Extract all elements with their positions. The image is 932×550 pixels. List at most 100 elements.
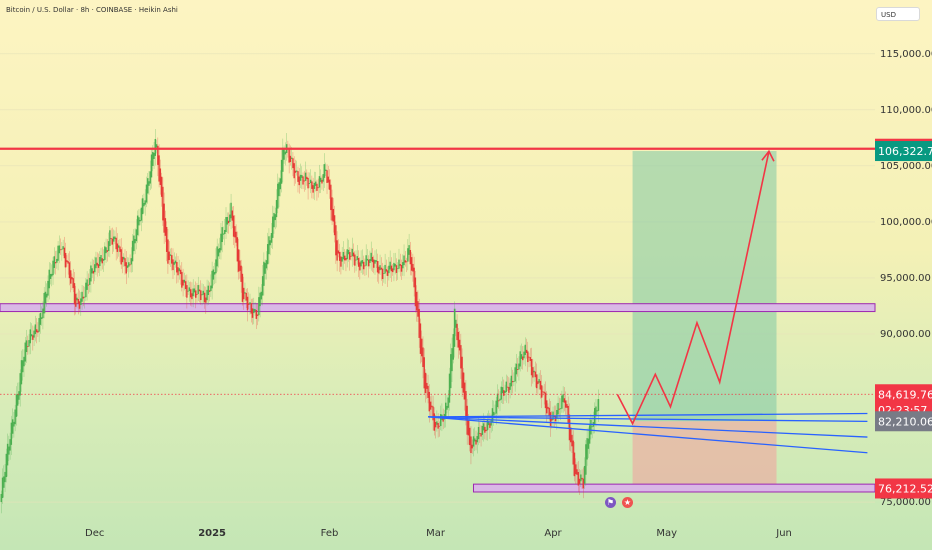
us-flag-icon[interactable]: ★ — [622, 497, 633, 508]
candle[interactable] — [164, 218, 167, 236]
candle[interactable] — [364, 265, 366, 267]
candle[interactable] — [15, 394, 18, 417]
candle[interactable] — [361, 260, 364, 264]
candle[interactable] — [403, 255, 405, 266]
candle[interactable] — [350, 255, 352, 257]
flag-icon[interactable]: ⚑ — [605, 497, 616, 508]
candle[interactable] — [248, 303, 250, 305]
candle[interactable] — [367, 259, 370, 267]
candle[interactable] — [472, 436, 475, 447]
candle[interactable] — [400, 264, 403, 272]
candle[interactable] — [532, 367, 534, 378]
candle[interactable] — [195, 290, 197, 298]
candle[interactable] — [508, 386, 510, 393]
candle[interactable] — [386, 270, 389, 276]
candle[interactable] — [480, 433, 482, 437]
candle[interactable] — [549, 412, 552, 426]
candle[interactable] — [585, 444, 587, 475]
candle[interactable] — [302, 176, 304, 185]
candle[interactable] — [11, 419, 14, 434]
candle[interactable] — [494, 413, 496, 415]
candle[interactable] — [482, 423, 485, 431]
candle[interactable] — [586, 438, 588, 460]
candle[interactable] — [597, 399, 600, 411]
candle[interactable] — [332, 208, 335, 222]
candle[interactable] — [123, 256, 125, 260]
candle[interactable] — [370, 252, 372, 262]
candle[interactable] — [71, 276, 73, 280]
candle[interactable] — [117, 245, 120, 248]
candle[interactable] — [208, 290, 211, 292]
candle[interactable] — [56, 258, 58, 263]
candle[interactable] — [181, 271, 183, 288]
candle[interactable] — [376, 261, 379, 273]
candle[interactable] — [212, 269, 215, 280]
candle[interactable] — [575, 464, 577, 475]
candle[interactable] — [379, 265, 381, 271]
candle[interactable] — [200, 290, 202, 301]
candle[interactable] — [278, 182, 280, 197]
candle[interactable] — [590, 419, 592, 435]
candle[interactable] — [217, 248, 220, 257]
candle[interactable] — [44, 291, 47, 304]
candle[interactable] — [429, 401, 432, 410]
candle[interactable] — [174, 260, 177, 264]
candle[interactable] — [148, 181, 150, 186]
candle[interactable] — [343, 255, 346, 261]
candle[interactable] — [577, 472, 579, 486]
candle[interactable] — [53, 256, 55, 268]
candle[interactable] — [176, 262, 178, 273]
candle[interactable] — [356, 256, 359, 260]
candle[interactable] — [513, 381, 515, 382]
candle[interactable] — [381, 268, 384, 280]
candle[interactable] — [131, 240, 134, 262]
candle[interactable] — [450, 354, 452, 389]
candle[interactable] — [134, 238, 136, 244]
candle[interactable] — [457, 331, 460, 348]
candle[interactable] — [225, 217, 227, 233]
candle[interactable] — [152, 152, 154, 166]
candle[interactable] — [99, 257, 101, 267]
candle[interactable] — [342, 251, 345, 260]
candle[interactable] — [573, 452, 576, 477]
candle[interactable] — [439, 414, 442, 427]
candle[interactable] — [67, 261, 69, 264]
candle[interactable] — [115, 237, 117, 250]
candle[interactable] — [408, 245, 410, 255]
candle[interactable] — [460, 345, 462, 369]
candle[interactable] — [479, 433, 481, 434]
candle[interactable] — [35, 329, 38, 333]
candle[interactable] — [244, 292, 246, 294]
candle[interactable] — [423, 357, 425, 389]
candle[interactable] — [82, 296, 85, 299]
candle[interactable] — [1, 477, 4, 499]
candle[interactable] — [559, 408, 562, 410]
candle[interactable] — [75, 293, 77, 307]
candle[interactable] — [355, 259, 357, 261]
candle[interactable] — [391, 268, 394, 273]
candle[interactable] — [33, 330, 35, 338]
candle[interactable] — [374, 259, 376, 264]
candle[interactable] — [455, 319, 457, 328]
candle[interactable] — [330, 184, 332, 211]
candle[interactable] — [434, 422, 437, 428]
candle[interactable] — [582, 478, 585, 489]
candle[interactable] — [39, 313, 42, 325]
candle[interactable] — [581, 477, 583, 480]
candle[interactable] — [500, 386, 502, 400]
candle[interactable] — [299, 174, 302, 181]
candle[interactable] — [349, 252, 351, 260]
candle[interactable] — [516, 369, 519, 370]
candle[interactable] — [518, 363, 520, 370]
candle[interactable] — [83, 296, 86, 298]
candle[interactable] — [150, 154, 153, 178]
candle[interactable] — [523, 351, 525, 359]
candle[interactable] — [290, 157, 293, 159]
candle[interactable] — [304, 172, 307, 181]
candle[interactable] — [419, 323, 422, 354]
trend-line[interactable] — [428, 416, 868, 423]
candle[interactable] — [25, 340, 28, 353]
candle[interactable] — [260, 291, 263, 300]
candle[interactable] — [92, 270, 95, 274]
